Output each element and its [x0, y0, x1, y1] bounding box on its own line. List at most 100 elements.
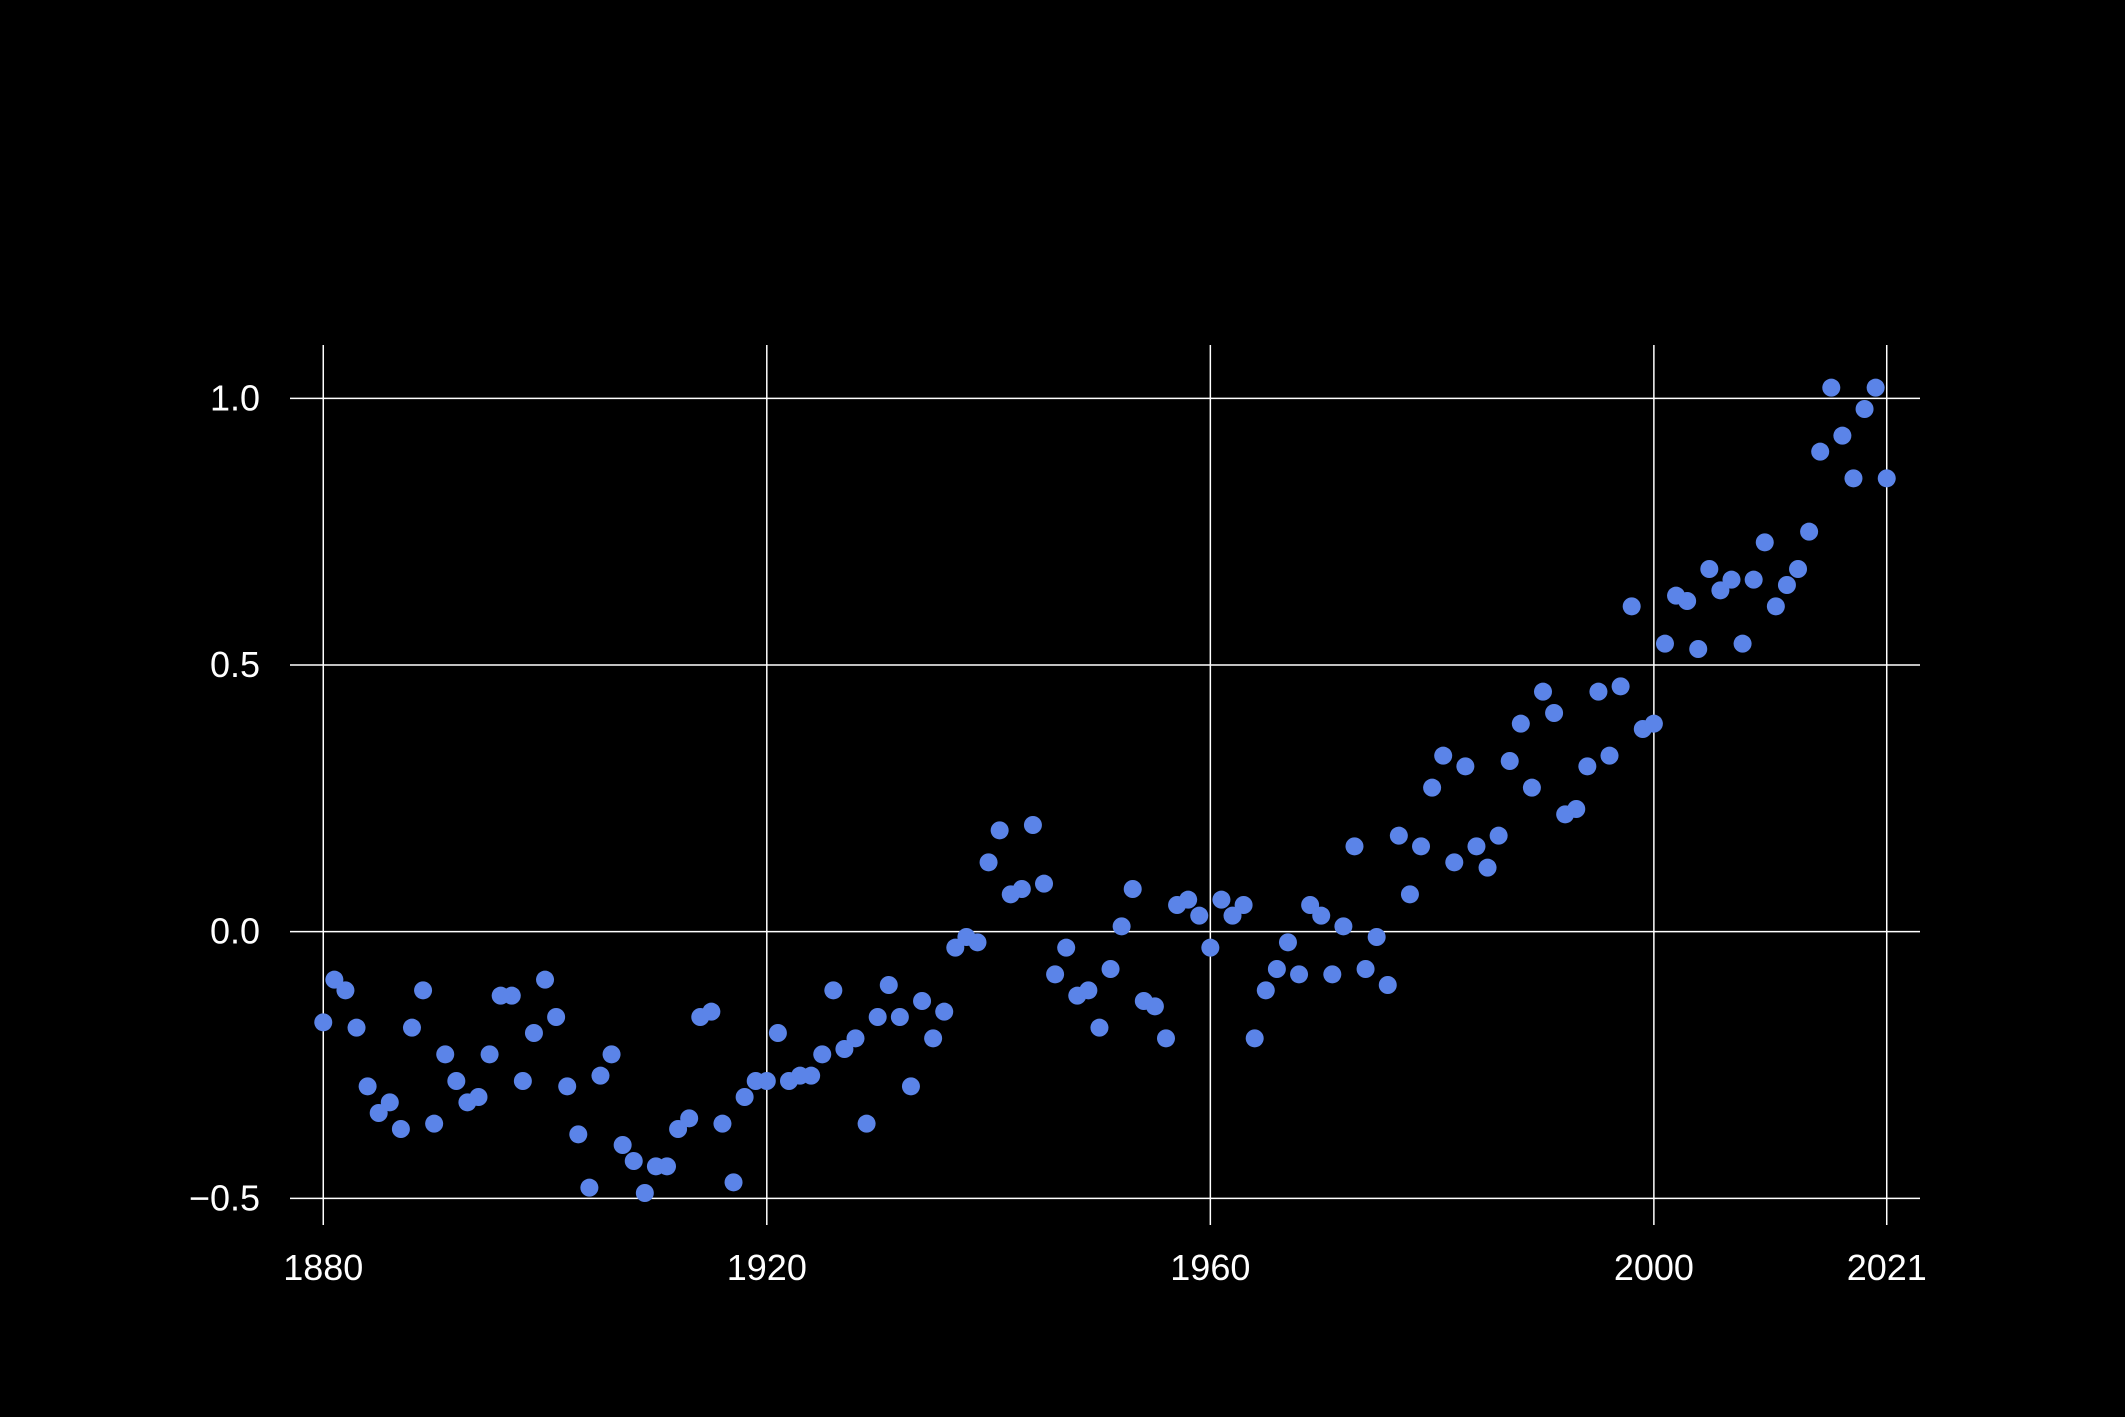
data-point: [336, 981, 354, 999]
data-point: [913, 992, 931, 1010]
data-point: [1689, 640, 1707, 658]
data-point: [1212, 891, 1230, 909]
data-point: [1722, 571, 1740, 589]
data-point: [1844, 469, 1862, 487]
data-point: [392, 1120, 410, 1138]
data-point: [658, 1157, 676, 1175]
data-point: [1113, 917, 1131, 935]
y-tick-label: −0.5: [189, 1177, 260, 1218]
data-point: [1190, 907, 1208, 925]
data-point: [980, 853, 998, 871]
data-point: [1124, 880, 1142, 898]
x-tick-label: 2000: [1614, 1247, 1694, 1288]
data-point: [1323, 965, 1341, 983]
data-point: [880, 976, 898, 994]
data-point: [1567, 800, 1585, 818]
data-point: [1467, 837, 1485, 855]
data-point: [813, 1045, 831, 1063]
data-point: [425, 1115, 443, 1133]
chart-svg: 18801920196020002021−0.50.00.51.0: [0, 0, 2125, 1417]
data-point: [436, 1045, 454, 1063]
data-point: [1090, 1019, 1108, 1037]
data-point: [1434, 747, 1452, 765]
data-point: [968, 933, 986, 951]
chart-background: [0, 0, 2125, 1417]
data-point: [1057, 939, 1075, 957]
data-point: [636, 1184, 654, 1202]
data-point: [547, 1008, 565, 1026]
data-point: [1545, 704, 1563, 722]
data-point: [1767, 597, 1785, 615]
data-point: [1379, 976, 1397, 994]
x-tick-label: 1960: [1170, 1247, 1250, 1288]
data-point: [680, 1109, 698, 1127]
data-point: [1102, 960, 1120, 978]
data-point: [569, 1125, 587, 1143]
data-point: [1479, 859, 1497, 877]
data-point: [1778, 576, 1796, 594]
data-point: [1756, 533, 1774, 551]
data-point: [702, 1003, 720, 1021]
data-point: [1800, 523, 1818, 541]
data-point: [1867, 379, 1885, 397]
data-point: [1833, 427, 1851, 445]
data-point: [603, 1045, 621, 1063]
data-point: [725, 1173, 743, 1191]
data-point: [1157, 1029, 1175, 1047]
data-point: [769, 1024, 787, 1042]
data-point: [1700, 560, 1718, 578]
data-point: [1678, 592, 1696, 610]
data-point: [1246, 1029, 1264, 1047]
data-point: [924, 1029, 942, 1047]
data-point: [824, 981, 842, 999]
data-point: [481, 1045, 499, 1063]
data-point: [1357, 960, 1375, 978]
data-point: [847, 1029, 865, 1047]
data-point: [381, 1093, 399, 1111]
data-point: [1578, 757, 1596, 775]
data-point: [514, 1072, 532, 1090]
data-point: [1523, 779, 1541, 797]
data-point: [614, 1136, 632, 1154]
data-point: [591, 1067, 609, 1085]
scatter-chart: 18801920196020002021−0.50.00.51.0: [0, 0, 2125, 1417]
data-point: [1612, 677, 1630, 695]
data-point: [1290, 965, 1308, 983]
data-point: [503, 987, 521, 1005]
data-point: [1623, 597, 1641, 615]
y-tick-label: 1.0: [210, 377, 260, 418]
data-point: [1179, 891, 1197, 909]
data-point: [935, 1003, 953, 1021]
data-point: [1345, 837, 1363, 855]
data-point: [1235, 896, 1253, 914]
data-point: [1656, 635, 1674, 653]
y-tick-label: 0.0: [210, 911, 260, 952]
data-point: [403, 1019, 421, 1037]
x-tick-label: 2021: [1847, 1247, 1927, 1288]
data-point: [1601, 747, 1619, 765]
data-point: [1312, 907, 1330, 925]
data-point: [1822, 379, 1840, 397]
data-point: [1534, 683, 1552, 701]
data-point: [1856, 400, 1874, 418]
data-point: [1745, 571, 1763, 589]
data-point: [625, 1152, 643, 1170]
data-point: [1268, 960, 1286, 978]
data-point: [359, 1077, 377, 1095]
y-tick-label: 0.5: [210, 644, 260, 685]
data-point: [1456, 757, 1474, 775]
data-point: [1589, 683, 1607, 701]
data-point: [1079, 981, 1097, 999]
data-point: [1401, 885, 1419, 903]
data-point: [1501, 752, 1519, 770]
data-point: [580, 1179, 598, 1197]
data-point: [1257, 981, 1275, 999]
data-point: [414, 981, 432, 999]
data-point: [1046, 965, 1064, 983]
data-point: [525, 1024, 543, 1042]
data-point: [558, 1077, 576, 1095]
data-point: [1789, 560, 1807, 578]
data-point: [1811, 443, 1829, 461]
data-point: [1390, 827, 1408, 845]
data-point: [470, 1088, 488, 1106]
